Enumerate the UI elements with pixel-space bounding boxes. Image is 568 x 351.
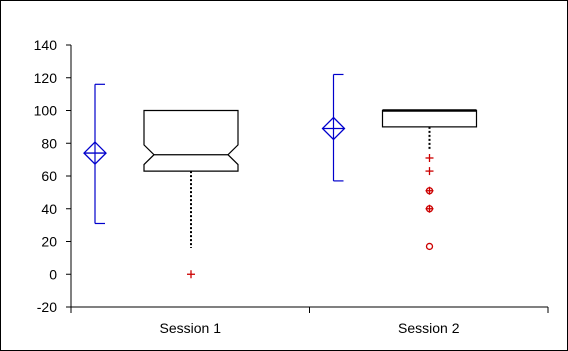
x-category-label: Session 2 [398,320,460,336]
y-tick-label: 120 [34,70,58,86]
outlier-plus [425,167,434,176]
y-tick-label: 0 [49,266,57,282]
mean-diamond [321,116,346,141]
y-tick-label: 80 [41,135,57,151]
box-body [381,109,478,128]
mean-sd-marker [321,73,346,182]
mean-sd-marker [83,83,107,225]
box [381,109,478,251]
y-tick-label: 40 [41,201,57,217]
mean-diamond [83,141,107,165]
outlier-circle [425,242,434,251]
chart-marks [83,73,478,279]
y-axis-ticks: 140 120 100 80 60 40 20 0 -20 [34,37,71,315]
y-tick-label: 60 [41,168,57,184]
y-tick-label: 20 [41,234,57,250]
y-tick-label: 140 [34,37,58,53]
y-tick-label: 100 [34,103,58,119]
axes [70,45,548,308]
outlier-plus [425,204,434,213]
outlier-plus [187,270,195,279]
outlier-plus [425,153,434,162]
outlier-plus [425,186,434,195]
x-category-label: Session 1 [160,320,222,336]
x-axis-labels: Session 1 Session 2 [70,307,549,336]
box-body [143,109,239,172]
box [143,109,239,279]
y-tick-label: -20 [37,299,57,315]
